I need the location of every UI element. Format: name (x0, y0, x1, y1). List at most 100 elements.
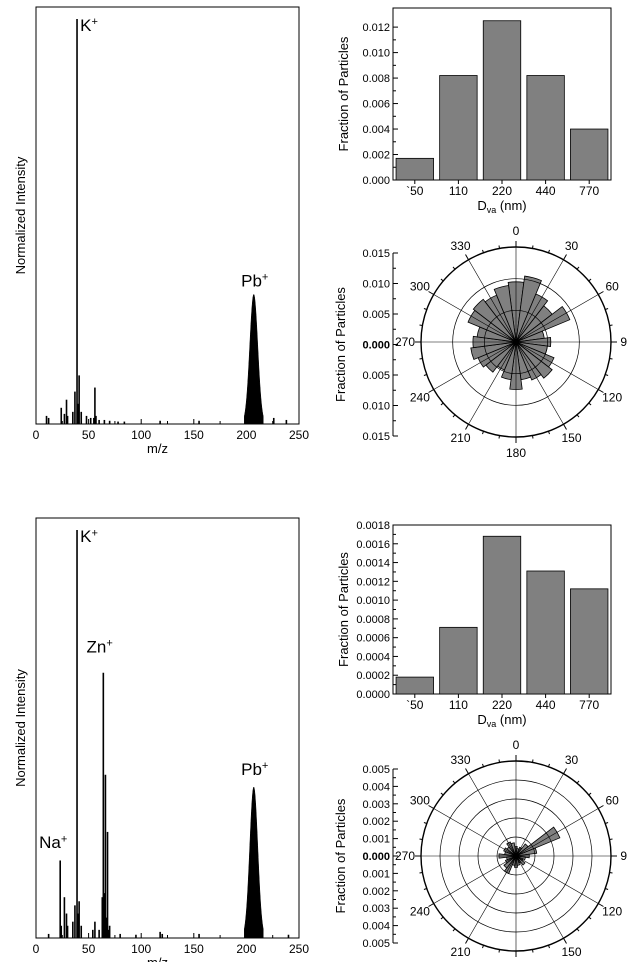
y-tick-label: 0.0006 (356, 633, 390, 645)
polar-angle-label: 180 (506, 960, 526, 962)
y-axis-label: Fraction of Particles (333, 287, 348, 402)
x-tick-label: 50 (82, 942, 96, 956)
polar-angle-tick (498, 245, 500, 249)
polar-angle-tick (605, 888, 609, 890)
polar-angle-tick (465, 424, 469, 430)
x-axis-label: Dva (nm) (477, 198, 526, 215)
polar-spoke (515, 341, 564, 425)
polar-angle-tick (452, 414, 456, 418)
polar-angle-label: 210 (450, 431, 470, 445)
polar-spoke (433, 855, 517, 904)
polar-angle-tick (423, 374, 427, 376)
x-axis-label: Dva (nm) (477, 712, 526, 729)
polar-angle-label: 330 (450, 239, 470, 253)
polar-angle-label: 270 (395, 335, 415, 349)
polar-angle-tick (563, 768, 567, 774)
polar-angle-tick (440, 402, 444, 406)
y-tick-label: 0.0016 (356, 539, 390, 551)
x-tick-label: 110 (449, 698, 468, 712)
polar-spoke (468, 341, 517, 425)
polar-angle-label: 180 (506, 446, 526, 460)
polar-angle-tick (598, 903, 604, 907)
polar-angle-tick (428, 389, 434, 393)
polar-spoke (515, 294, 599, 343)
radial-tick-label: 0.015 (362, 431, 390, 443)
polar-angle-label: 300 (410, 794, 430, 808)
radial-tick-label: 0.010 (362, 401, 390, 413)
polar-angle-tick (452, 928, 456, 932)
y-tick-label: 0.0012 (356, 576, 390, 588)
peak-envelope (244, 294, 264, 425)
polar-angle-label: 150 (561, 431, 581, 445)
polar-angle-label: 120 (602, 391, 622, 405)
y-tick-label: 0.0002 (356, 670, 390, 682)
x-tick-label: 100 (131, 942, 151, 956)
x-tick-label: 0 (33, 942, 40, 956)
y-tick-label: 0.0008 (356, 614, 390, 626)
radial-tick-label: 0.003 (362, 903, 390, 915)
polar-angle-label: 60 (605, 280, 619, 294)
spectrum-top-chart: 0 50 100 150 200 250 K+ Pb+ m/z Normalized Intens… (13, 6, 309, 456)
y-axis-label: Fraction of Particles (336, 552, 351, 667)
polar-bar (515, 341, 553, 379)
peak-envelope (244, 786, 264, 939)
polar-bar (515, 855, 526, 866)
radial-tick-label: 0.001 (362, 868, 390, 880)
x-tick-label: 0 (33, 428, 40, 442)
x-tick-label: `50 (406, 698, 424, 712)
size-bar (395, 157, 434, 181)
x-tick-label: `50 (406, 184, 424, 198)
y-tick-label: 0.0010 (356, 595, 390, 607)
polar-spoke (433, 808, 517, 857)
size-bar (526, 75, 565, 181)
polar-angle-tick (423, 888, 427, 890)
polar-spoke (515, 808, 599, 857)
polar-bar (515, 275, 542, 343)
polar-angle-tick (532, 435, 534, 439)
x-tick-label: 110 (449, 184, 468, 198)
polar-angle-tick (563, 424, 567, 430)
size-bar (439, 626, 478, 695)
polar-angle-label: 0 (513, 738, 520, 752)
x-tick-label: 440 (536, 698, 556, 712)
polar-angle-label: 90 (620, 335, 627, 349)
size-bottom-chart: 0.0000 0.0002 0.0004 0.0006 0.0008 0.0010 0.00… (336, 520, 612, 729)
polar-angle-label: 30 (565, 753, 579, 767)
x-tick-label: 200 (236, 428, 256, 442)
polar-angle-tick (588, 402, 592, 406)
polar-angle-tick (440, 792, 444, 796)
peak-annotation: K+ (80, 16, 98, 35)
polar-angle-tick (588, 792, 592, 796)
polar-angle-tick (576, 266, 580, 270)
polar-bar (470, 341, 517, 360)
y-axis-label: Normalized Intensity (13, 669, 28, 787)
size-top-chart: 0.000 0.002 0.004 0.006 0.008 0.010 0.012 `50 11… (336, 7, 612, 215)
polar-angle-tick (588, 916, 592, 920)
x-tick-label: 150 (184, 428, 204, 442)
polar-angle-tick (465, 254, 469, 260)
radial-tick-label: 0.005 (362, 938, 390, 950)
size-bar (570, 588, 609, 695)
size-bar (395, 676, 434, 695)
x-tick-label: 100 (131, 428, 151, 442)
polar-angle-tick (576, 780, 580, 784)
polar-angle-label: 150 (561, 945, 581, 959)
polar-angle-tick (598, 805, 604, 809)
polar-angle-tick (440, 278, 444, 282)
x-tick-label: 440 (536, 184, 556, 198)
y-tick-label: 0.012 (362, 22, 390, 34)
peak-annotation: Zn+ (86, 637, 112, 656)
radial-tick-label: 0.010 (362, 279, 390, 291)
polar-angle-tick (465, 768, 469, 774)
x-tick-label: 150 (184, 942, 204, 956)
x-tick-label: 220 (492, 698, 512, 712)
radial-tick-label: 0.015 (362, 248, 390, 260)
polar-spoke (468, 259, 517, 343)
y-tick-label: 0.006 (362, 99, 390, 111)
polar-spoke (468, 855, 517, 939)
radial-tick-label: 0.002 (362, 886, 390, 898)
polar-angle-tick (548, 945, 550, 949)
polar-angle-tick (609, 838, 613, 840)
polar-angle-tick (609, 872, 613, 874)
y-axis-label: Fraction of Particles (336, 36, 351, 151)
